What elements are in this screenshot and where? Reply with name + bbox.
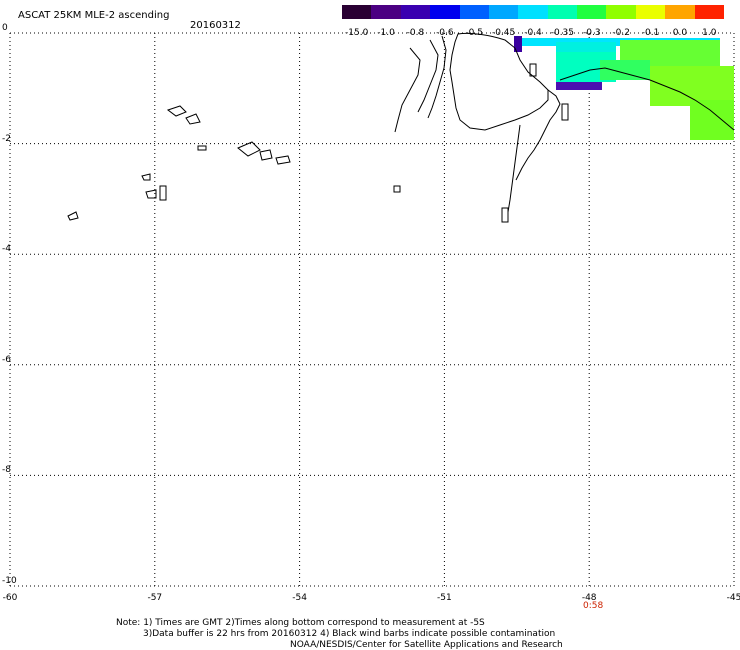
- colorbar-segment: [547, 5, 578, 19]
- colorbar: [342, 5, 725, 19]
- colorbar-segment: [665, 5, 696, 19]
- colorbar-segment: [518, 5, 549, 19]
- colorbar-segment: [577, 5, 607, 19]
- colorbar-label: 1.0: [702, 28, 717, 38]
- colorbar-label: -0.45: [491, 28, 516, 38]
- lat-lon-grid: [9, 32, 735, 587]
- tocantins-estuary: [507, 124, 521, 213]
- island-1: [166, 105, 187, 117]
- colorbar-label: -0.8: [406, 28, 425, 38]
- colorbar-label: -0.3: [582, 28, 601, 38]
- island-4: [259, 149, 273, 161]
- x-axis-tick-label: -60: [2, 593, 18, 603]
- y-axis-tick-label: -6: [2, 354, 11, 365]
- y-axis-tick-label: -10: [2, 576, 17, 586]
- colorbar-segment: [488, 5, 519, 19]
- map-title: ASCAT 25KM MLE-2 ascending: [18, 10, 170, 21]
- swath-cell: [556, 82, 602, 90]
- island-11: [197, 145, 207, 151]
- y-axis-tick-label: -2: [2, 133, 11, 144]
- colorbar-segment: [430, 5, 461, 19]
- island-3: [237, 141, 261, 157]
- colorbar-segment: [694, 5, 725, 19]
- x-axis-tick-label: -51: [437, 593, 452, 603]
- footer-note-1: Note: 1) Times are GMT 2)Times along bot…: [116, 618, 485, 628]
- x-axis-tick-label: -48: [581, 593, 597, 603]
- colorbar-label: -15.0: [345, 28, 369, 38]
- colorbar-segment: [606, 5, 637, 19]
- y-axis-tick-label: 0: [2, 23, 8, 33]
- x-axis-tick-label: -54: [292, 593, 307, 603]
- colorbar-segment: [342, 5, 372, 19]
- colorbar-label: 0.0: [672, 28, 688, 38]
- island-9: [67, 211, 79, 221]
- swath-cell: [690, 100, 734, 140]
- colorbar-label: -0.2: [612, 28, 630, 38]
- x-axis-tick-label: -57: [147, 593, 163, 603]
- northeast-coast: [559, 67, 735, 131]
- island-2: [185, 113, 201, 125]
- colorbar-label: -0.4: [524, 28, 542, 38]
- island-13: [529, 63, 537, 77]
- coastline: [67, 32, 735, 223]
- amazon-channels: [394, 35, 447, 133]
- swath-cell: [514, 36, 522, 52]
- para-estuary-coast: [515, 89, 561, 181]
- footer-credit: NOAA/NESDIS/Center for Satellite Applica…: [290, 640, 563, 650]
- footer-note-2: 3)Data buffer is 22 hrs from 20160312 4)…: [143, 629, 556, 639]
- map-date: 20160312: [190, 20, 241, 31]
- x-axis-tick-label: -45: [726, 593, 740, 603]
- colorbar-segment: [635, 5, 666, 19]
- data-swath: [514, 36, 734, 140]
- island-6: [141, 173, 151, 181]
- y-axis-tick-label: -4: [2, 244, 11, 255]
- y-axis-tick-label: -8: [2, 465, 11, 476]
- island-7: [145, 189, 157, 199]
- swath-cell: [600, 60, 650, 80]
- island-8: [159, 185, 167, 201]
- island-14: [561, 103, 569, 121]
- marajo-island-coast: [449, 32, 549, 131]
- colorbar-segment: [400, 5, 431, 19]
- swath-cell: [556, 42, 616, 52]
- island-5: [275, 155, 291, 165]
- island-12: [501, 207, 509, 223]
- island-10: [393, 185, 401, 193]
- time-label: 0:58: [583, 601, 604, 611]
- colorbar-segment: [371, 5, 402, 19]
- colorbar-segment: [459, 5, 490, 19]
